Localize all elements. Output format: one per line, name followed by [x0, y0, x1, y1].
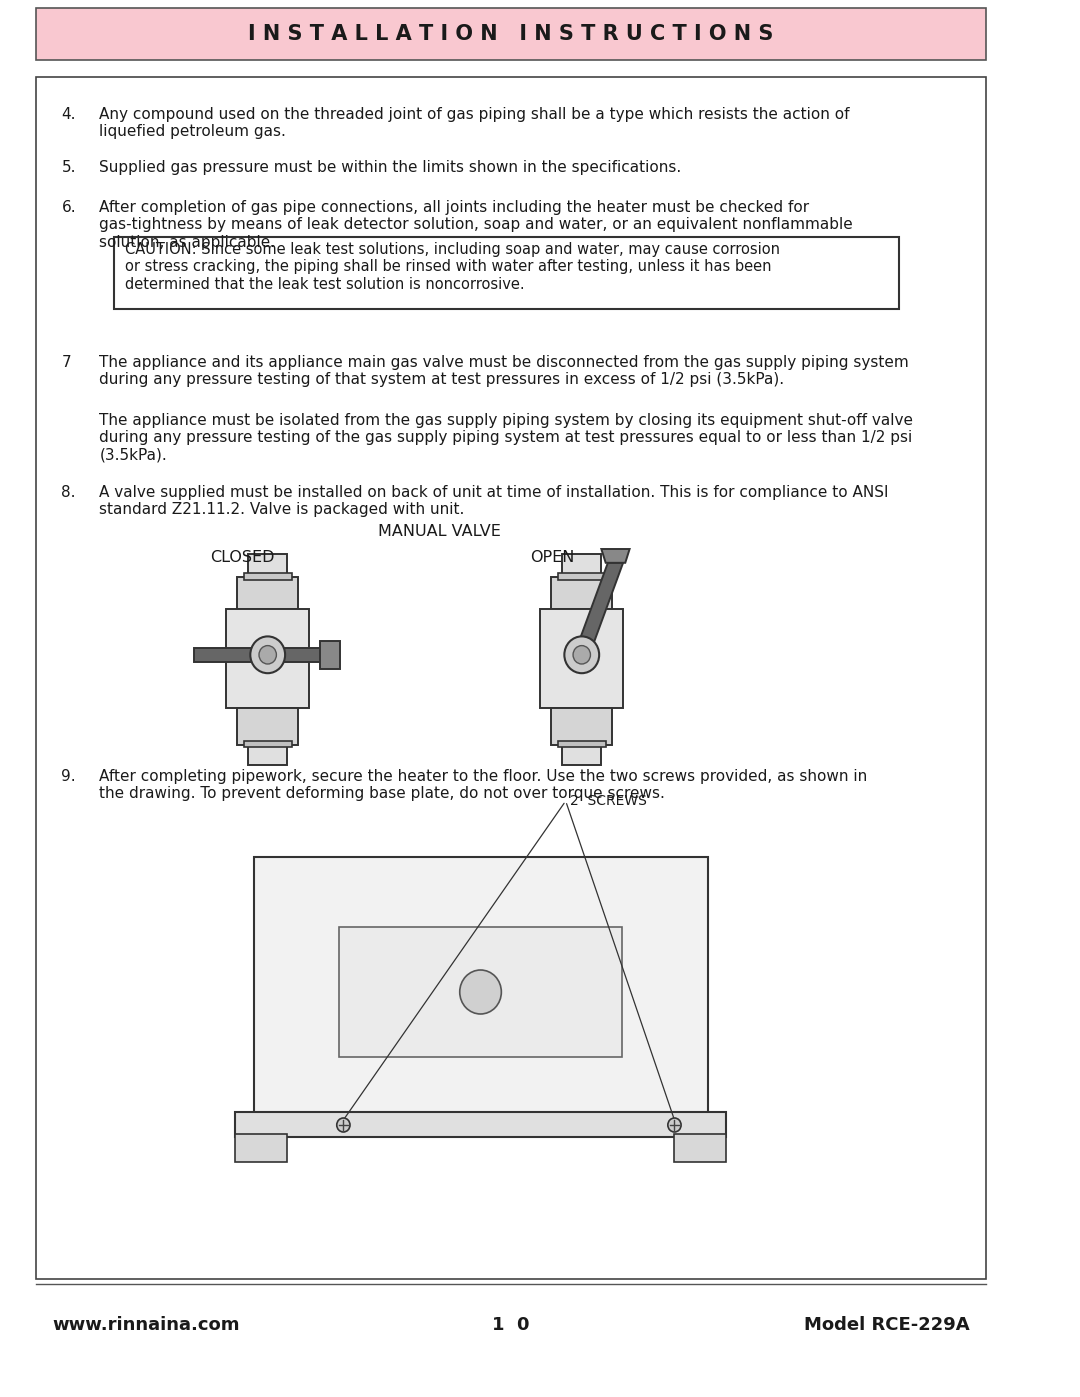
Bar: [563, 553, 602, 577]
Bar: [551, 577, 612, 609]
Text: 1  0: 1 0: [492, 1316, 529, 1334]
Text: 6.: 6.: [62, 200, 76, 215]
Bar: [540, 609, 623, 708]
Text: CAUTION: Since some leak test solutions, including soap and water, may cause cor: CAUTION: Since some leak test solutions,…: [125, 242, 780, 292]
Circle shape: [251, 637, 285, 673]
Text: After completing pipework, secure the heater to the floor. Use the two screws pr: After completing pipework, secure the he…: [99, 768, 867, 802]
Circle shape: [259, 645, 276, 664]
Text: The appliance must be isolated from the gas supply piping system by closing its : The appliance must be isolated from the …: [99, 414, 914, 462]
Bar: [234, 1112, 727, 1137]
Circle shape: [460, 970, 501, 1014]
Bar: [320, 641, 339, 669]
Circle shape: [565, 637, 599, 673]
Bar: [113, 237, 899, 309]
Bar: [244, 573, 292, 580]
Bar: [558, 573, 606, 580]
Text: 9.: 9.: [62, 768, 76, 784]
Bar: [254, 856, 707, 1118]
Text: I N S T A L L A T I O N   I N S T R U C T I O N S: I N S T A L L A T I O N I N S T R U C T …: [248, 24, 773, 43]
Text: A valve supplied must be installed on back of unit at time of installation. This: A valve supplied must be installed on ba…: [99, 485, 889, 517]
Text: www.rinnaina.com: www.rinnaina.com: [52, 1316, 240, 1334]
Bar: [248, 745, 287, 766]
Bar: [675, 1134, 727, 1162]
Text: OPEN: OPEN: [529, 550, 575, 564]
FancyBboxPatch shape: [36, 8, 986, 60]
Text: 8.: 8.: [62, 485, 76, 500]
Text: 4.: 4.: [62, 108, 76, 122]
Bar: [248, 553, 287, 577]
Circle shape: [667, 1118, 681, 1132]
Bar: [227, 609, 309, 708]
Text: The appliance and its appliance main gas valve must be disconnected from the gas: The appliance and its appliance main gas…: [99, 355, 909, 387]
Bar: [551, 708, 612, 745]
Text: 5.: 5.: [62, 161, 76, 175]
Bar: [244, 740, 292, 747]
Bar: [238, 577, 298, 609]
Bar: [238, 708, 298, 745]
Bar: [234, 1134, 286, 1162]
Polygon shape: [602, 549, 630, 563]
Text: CLOSED: CLOSED: [210, 550, 274, 564]
Text: 7: 7: [62, 355, 71, 370]
Text: Any compound used on the threaded joint of gas piping shall be a type which resi: Any compound used on the threaded joint …: [99, 108, 850, 140]
Text: Supplied gas pressure must be within the limits shown in the specifications.: Supplied gas pressure must be within the…: [99, 161, 681, 175]
Circle shape: [337, 1118, 350, 1132]
Bar: [558, 740, 606, 747]
Polygon shape: [575, 563, 623, 655]
Bar: [193, 648, 324, 662]
Text: Model RCE-229A: Model RCE-229A: [804, 1316, 970, 1334]
Circle shape: [573, 645, 591, 664]
Bar: [563, 745, 602, 766]
Text: MANUAL VALVE: MANUAL VALVE: [378, 524, 501, 539]
Text: 2  SCREWS: 2 SCREWS: [570, 793, 647, 807]
Bar: [339, 928, 622, 1058]
Text: After completion of gas pipe connections, all joints including the heater must b: After completion of gas pipe connections…: [99, 200, 853, 250]
Bar: [36, 77, 986, 1280]
